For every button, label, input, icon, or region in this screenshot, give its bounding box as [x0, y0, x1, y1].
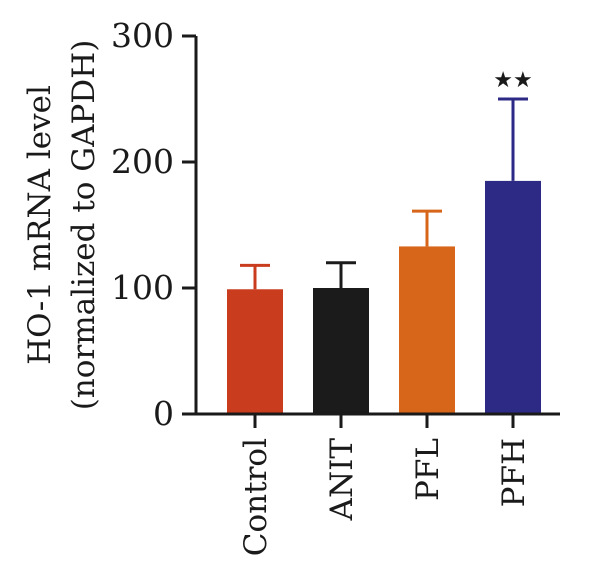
y-tick-label-200: 200	[111, 142, 174, 181]
bar-pfl	[399, 246, 455, 414]
y-axis-title-line-1: HO-1 mRNA level	[22, 85, 58, 365]
bars	[227, 180, 541, 414]
x-tick-label-control: Control	[238, 438, 274, 556]
bar-anit	[313, 288, 369, 414]
y-axis-title: HO-1 mRNA level (normalized to GAPDH)	[22, 40, 102, 411]
annotations: ★★	[493, 68, 532, 93]
x-axis: Control ANIT PFL PFH	[196, 412, 560, 556]
y-axis: 0 100 200 300	[111, 16, 198, 433]
y-tick-label-0: 0	[153, 394, 174, 433]
x-tick-label-anit: ANIT	[324, 438, 360, 522]
bar-control	[227, 289, 283, 414]
error-bars	[240, 97, 528, 290]
x-tick-label-pfl: PFL	[410, 438, 446, 501]
y-axis-title-line-2: (normalized to GAPDH)	[66, 40, 102, 411]
significance-marker-pfh: ★★	[493, 68, 532, 93]
x-tick-label-pfh: PFH	[496, 438, 532, 507]
y-tick-label-300: 300	[111, 16, 174, 55]
bar-pfh	[485, 180, 541, 414]
y-tick-label-100: 100	[111, 268, 174, 307]
